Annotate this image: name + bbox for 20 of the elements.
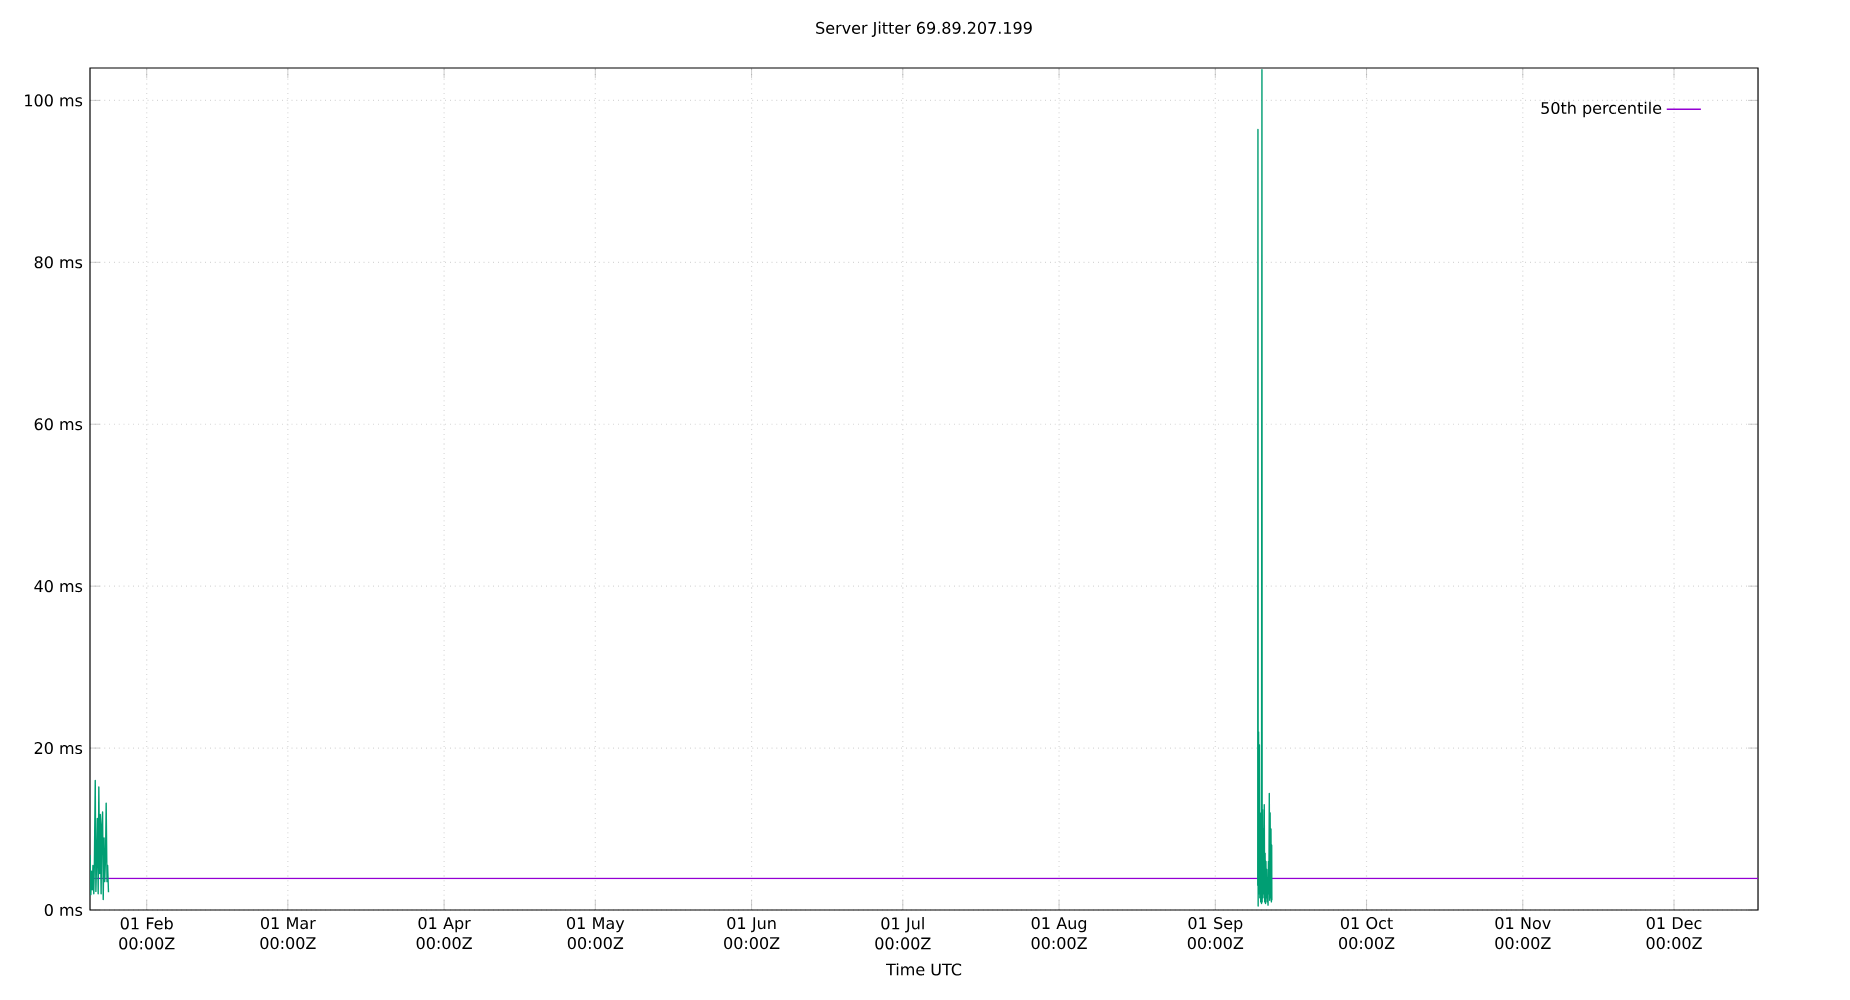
x-axis-title: Time UTC [886,963,962,976]
x-tick-label: 01 Apr 00:00Z [416,917,472,950]
y-tick-label: 60 ms [34,418,83,431]
chart-title: Server Jitter 69.89.207.199 [816,21,1032,37]
x-tick-label: 01 Jul 00:00Z [875,917,931,950]
x-tick-label: 01 Nov 00:00Z [1495,917,1551,950]
x-tick-label: 01 Sep 00:00Z [1187,917,1244,950]
x-tick-label: 01 Jun 00:00Z [724,917,780,950]
y-tick-label: 100 ms [25,94,83,107]
y-tick-label: 0 ms [44,903,83,917]
x-tick-label: 01 Dec 00:00Z [1646,917,1702,950]
legend-label: 50th percentile [1541,101,1662,118]
x-tick-label: 01 Oct 00:00Z [1339,917,1395,950]
y-tick-label: 80 ms [34,256,83,269]
x-tick-label: 01 Mar 00:00Z [260,917,316,950]
y-tick-label: 40 ms [34,580,83,593]
x-tick-label: 01 Aug 00:00Z [1031,917,1087,950]
x-tick-label: 01 Feb 00:00Z [119,917,175,950]
x-tick-label: 01 May 00:00Z [567,917,625,950]
y-tick-label: 20 ms [34,742,83,755]
